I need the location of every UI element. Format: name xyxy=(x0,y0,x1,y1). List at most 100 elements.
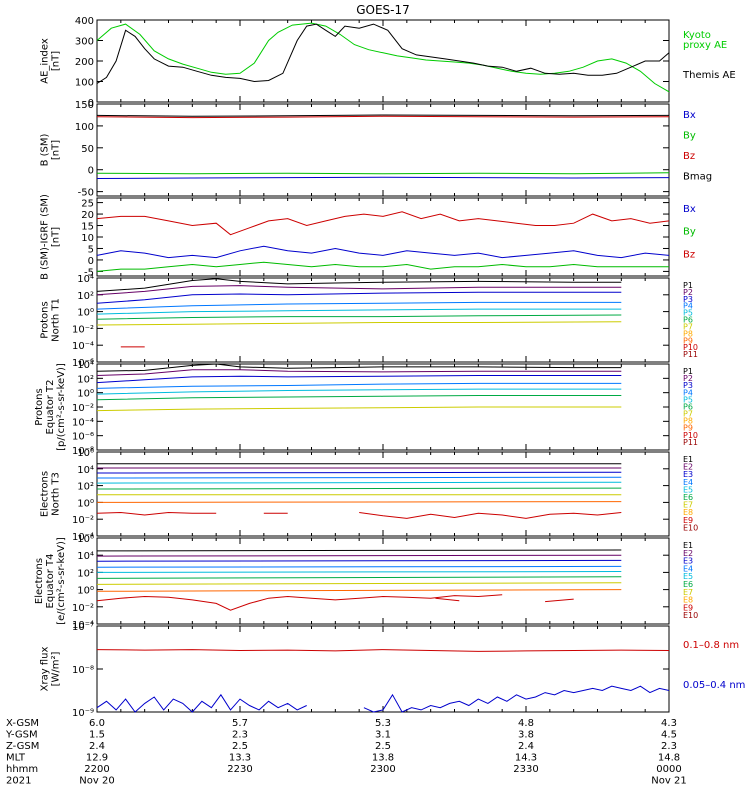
y-tick-label: 10⁻⁹ xyxy=(72,708,94,719)
axis-row-value: 0000 xyxy=(656,764,681,775)
legend-entry: E9 xyxy=(683,516,693,525)
y-tick-label: 0 xyxy=(88,98,94,109)
y-tick-label: 10⁰ xyxy=(77,498,94,509)
series-line-p_t1-5 xyxy=(96,314,622,320)
legend-entry: By xyxy=(683,227,696,238)
axis-row-value: 2.4 xyxy=(518,741,534,752)
legend-entry: P2 xyxy=(683,374,693,383)
series-line-e_t4-6 xyxy=(96,582,622,585)
y-axis-label: Protons xyxy=(40,301,51,338)
series-line-e_t4-10 xyxy=(545,598,574,603)
y-tick-label: 100 xyxy=(75,78,94,89)
y-tick-label: 10⁻² xyxy=(72,324,94,335)
series-line-p_t2-6 xyxy=(96,406,622,412)
y-tick-label: 10² xyxy=(77,374,94,385)
y-tick-label: 10⁰ xyxy=(77,389,94,400)
y-tick-label: 0 xyxy=(88,166,94,177)
axis-row-value: 6.0 xyxy=(89,718,105,729)
series-line-e_t3-2 xyxy=(96,471,622,474)
axis-row-value: Nov 20 xyxy=(79,776,114,787)
axis-row-label: 2021 xyxy=(6,776,31,787)
y-tick-label: 10⁴ xyxy=(77,360,94,371)
y-axis-label: Protons xyxy=(34,388,45,425)
series-line-e_t3-7 xyxy=(96,501,622,503)
y-tick-label: 10⁰ xyxy=(77,586,94,597)
axis-row-value: 12.9 xyxy=(86,753,108,764)
y-axis-label: AE_index xyxy=(40,38,51,84)
series-line-e_t4-0 xyxy=(96,549,622,552)
y-tick-label: 10⁴ xyxy=(77,551,94,562)
legend-entry: P4 xyxy=(683,302,693,311)
panel-frame-ae xyxy=(96,19,670,103)
y-tick-label: 150 xyxy=(75,100,94,111)
y-tick-label: 10⁴ xyxy=(77,274,94,285)
legend-entry: Themis AE xyxy=(682,70,736,81)
axis-row-value: 2.3 xyxy=(661,741,677,752)
y-tick-label: -5 xyxy=(84,267,94,278)
axis-row-label: hhmm xyxy=(6,764,38,775)
legend-entry: 0.05–0.4 nm xyxy=(683,680,745,691)
y-tick-label: 10² xyxy=(77,291,94,302)
y-tick-label: 10⁻⁷ xyxy=(72,622,94,633)
series-line-bsm-3 xyxy=(96,176,670,179)
legend-entry: E9 xyxy=(683,603,693,612)
legend-entry: E7 xyxy=(683,588,693,597)
axis-row-value: 4.8 xyxy=(518,718,534,729)
y-tick-label: 100 xyxy=(75,122,94,133)
y-tick-label: -50 xyxy=(78,188,94,199)
series-line-bsm-1 xyxy=(96,115,670,119)
legend-entry: Bx xyxy=(683,110,696,121)
series-line-p_t2-4 xyxy=(96,388,622,395)
y-tick-label: 10⁻⁸ xyxy=(72,665,94,676)
series-line-e_t3-10 xyxy=(359,512,622,519)
y-axis-label: Xray flux xyxy=(40,647,51,692)
legend-entry: Bz xyxy=(683,249,695,260)
y-axis-label: Equator T2 xyxy=(45,380,56,435)
panel-frame-xray xyxy=(96,625,670,713)
series-line-p_t1-6 xyxy=(96,321,622,326)
panel-frame-bdiff xyxy=(96,197,670,277)
y-tick-label: 10² xyxy=(77,568,94,579)
legend-entry: P11 xyxy=(683,438,698,447)
legend-entry: By xyxy=(683,131,696,142)
y-tick-label: 10⁻⁶ xyxy=(72,358,94,369)
legend-entry: P9 xyxy=(683,336,693,345)
series-line-p_t1-1 xyxy=(96,285,622,296)
axis-row-value: 4.3 xyxy=(661,718,677,729)
series-line-e_t4-7 xyxy=(96,589,622,592)
series-line-e_t4-9 xyxy=(435,597,460,602)
y-tick-label: 10⁻⁴ xyxy=(72,341,94,352)
series-line-e_t4-1 xyxy=(96,554,622,557)
legend-entry: E1 xyxy=(683,541,693,550)
panel-frame-e_t3 xyxy=(96,451,670,537)
y-tick-label: 10⁻⁸ xyxy=(72,446,94,457)
chart-title: GOES-17 xyxy=(356,3,410,17)
y-axis-label: Electrons xyxy=(34,558,45,604)
series-line-p_t2-2 xyxy=(96,375,622,384)
y-tick-label: 10⁰ xyxy=(77,308,94,319)
series-line-e_t3-3 xyxy=(96,476,622,479)
series-line-xray-1 xyxy=(96,693,307,713)
axis-row-value: 14.8 xyxy=(658,753,680,764)
series-line-e_t3-5 xyxy=(96,487,622,490)
series-line-e_t4-2 xyxy=(96,559,622,562)
series-line-p_t1-3 xyxy=(96,301,622,310)
axis-row-value: 2.5 xyxy=(232,741,248,752)
legend-entry: P6 xyxy=(683,402,693,411)
legend-entry: E4 xyxy=(683,478,693,487)
axis-row-value: 2300 xyxy=(370,764,395,775)
legend-entry: P4 xyxy=(683,388,693,397)
y-tick-label: 5 xyxy=(88,244,94,255)
y-tick-label: 10⁻⁴ xyxy=(72,417,94,428)
series-line-ae-1 xyxy=(96,23,670,84)
axis-row-value: 2200 xyxy=(84,764,109,775)
axis-row-value: 5.3 xyxy=(375,718,391,729)
axis-row-value: 14.3 xyxy=(515,753,537,764)
legend-entry: 0.1–0.8 nm xyxy=(683,640,739,651)
legend-entry: P3 xyxy=(683,295,693,304)
axis-row-value: 3.8 xyxy=(518,730,534,741)
axis-row-value: 13.8 xyxy=(372,753,394,764)
axis-row-label: MLT xyxy=(6,753,26,764)
y-axis-label: [nT] xyxy=(51,140,62,160)
